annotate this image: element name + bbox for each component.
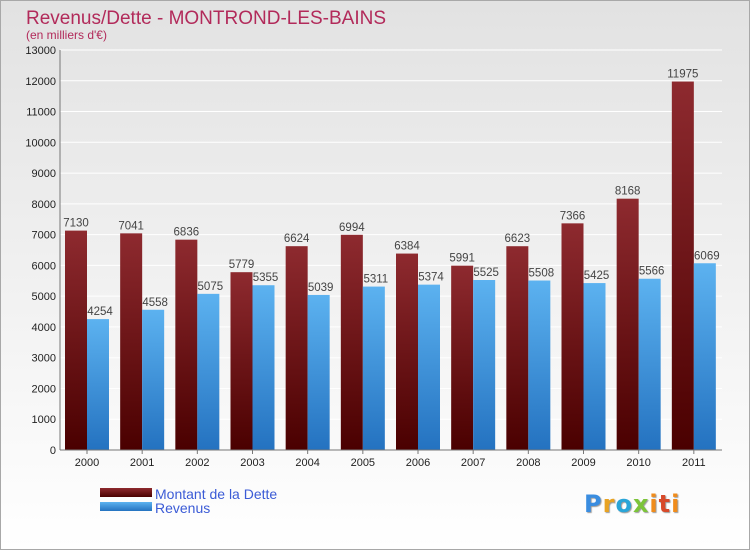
- bar-debt: [506, 246, 529, 450]
- x-tick-label: 2005: [351, 457, 375, 469]
- bar-revenue: [638, 278, 661, 450]
- value-label-debt: 7130: [63, 218, 89, 230]
- value-label-debt: 8168: [615, 186, 641, 198]
- bar-debt: [175, 239, 198, 450]
- value-label-debt: 7366: [560, 210, 586, 222]
- chart-subtitle: (en milliers d'€): [26, 28, 107, 42]
- bar-revenue: [197, 293, 220, 450]
- value-label-debt: 6836: [174, 227, 200, 239]
- y-tick-label: 12000: [25, 76, 56, 88]
- value-label-debt: 5991: [449, 253, 475, 265]
- bar-revenue: [528, 280, 551, 450]
- x-tick-label: 2007: [461, 457, 485, 469]
- y-tick-label: 1000: [32, 414, 56, 426]
- value-label-revenue: 5311: [363, 274, 388, 286]
- legend-swatch-debt: [100, 488, 152, 497]
- bars-layer: [65, 81, 716, 451]
- x-tick-label: 2009: [571, 457, 595, 469]
- bar-debt: [616, 198, 639, 450]
- bar-debt: [561, 223, 584, 450]
- legend: Montant de la Dette Revenus: [100, 486, 277, 516]
- y-tick-label: 8000: [32, 199, 56, 211]
- y-tick-label: 11000: [26, 107, 56, 119]
- bar-debt: [340, 234, 363, 450]
- bar-debt: [230, 272, 253, 450]
- bar-debt: [671, 81, 694, 451]
- y-tick-label: 2000: [32, 383, 56, 395]
- x-tick-label: 2000: [75, 457, 99, 469]
- legend-label-revenue: Revenus: [155, 500, 210, 516]
- x-tick-label: 2003: [240, 457, 264, 469]
- y-tick-label: 0: [50, 445, 56, 457]
- value-label-revenue: 4254: [87, 306, 113, 318]
- x-tick-label: 2006: [406, 457, 430, 469]
- bar-debt: [65, 230, 87, 450]
- y-tick-label: 13000: [25, 45, 56, 57]
- brand-logo: Proxiti: [584, 490, 681, 518]
- bar-revenue: [693, 263, 716, 450]
- y-tick-label: 7000: [32, 230, 56, 242]
- x-tick-label: 2010: [626, 457, 650, 469]
- value-label-debt: 6994: [339, 222, 365, 234]
- legend-label-debt: Montant de la Dette: [155, 486, 277, 502]
- value-label-revenue: 6069: [694, 250, 720, 262]
- bar-revenue: [87, 319, 109, 450]
- chart-title: Revenus/Dette - MONTROND-LES-BAINS: [26, 8, 386, 29]
- value-label-debt: 6624: [284, 233, 310, 245]
- bar-revenue: [252, 285, 275, 450]
- value-label-revenue: 5508: [529, 268, 555, 280]
- value-label-debt: 6384: [394, 241, 420, 253]
- bar-revenue: [473, 280, 496, 450]
- bar-revenue: [307, 294, 330, 450]
- value-label-revenue: 5425: [584, 270, 610, 282]
- x-tick-label: 2004: [295, 457, 319, 469]
- value-label-debt: 7041: [118, 220, 144, 232]
- value-label-revenue: 5355: [253, 272, 279, 284]
- y-tick-label: 6000: [32, 260, 56, 272]
- bar-revenue: [583, 283, 606, 450]
- x-tick-label: 2008: [516, 457, 540, 469]
- bar-revenue: [142, 309, 165, 450]
- bar-debt: [451, 265, 474, 450]
- y-tick-label: 4000: [32, 322, 56, 334]
- bar-debt: [120, 233, 143, 450]
- value-label-revenue: 5525: [473, 267, 499, 279]
- x-tick-label: 2001: [130, 457, 154, 469]
- y-tick-label: 9000: [32, 168, 56, 180]
- x-tick-label: 2002: [185, 457, 209, 469]
- bar-debt: [285, 246, 308, 450]
- bar-debt: [396, 253, 418, 450]
- axis-layer: 0 1000 2000 3000 4000 5000 6000 7000 8000 9000 100…: [25, 45, 722, 469]
- value-label-revenue: 5566: [639, 266, 665, 278]
- value-label-revenue: 4558: [142, 297, 168, 309]
- value-label-revenue: 5075: [198, 281, 224, 293]
- value-label-debt: 5779: [229, 259, 255, 271]
- y-tick-label: 5000: [32, 291, 56, 303]
- x-tick-label: 2011: [682, 457, 706, 469]
- value-label-revenue: 5039: [308, 282, 334, 294]
- value-label-revenue: 5374: [418, 272, 444, 284]
- legend-swatch-revenue: [100, 502, 152, 511]
- value-label-debt: 6623: [505, 233, 531, 245]
- y-tick-label: 10000: [25, 137, 56, 149]
- bar-revenue: [362, 286, 385, 450]
- bar-revenue: [418, 284, 440, 450]
- y-tick-label: 3000: [32, 353, 56, 365]
- value-label-debt: 11975: [667, 69, 698, 81]
